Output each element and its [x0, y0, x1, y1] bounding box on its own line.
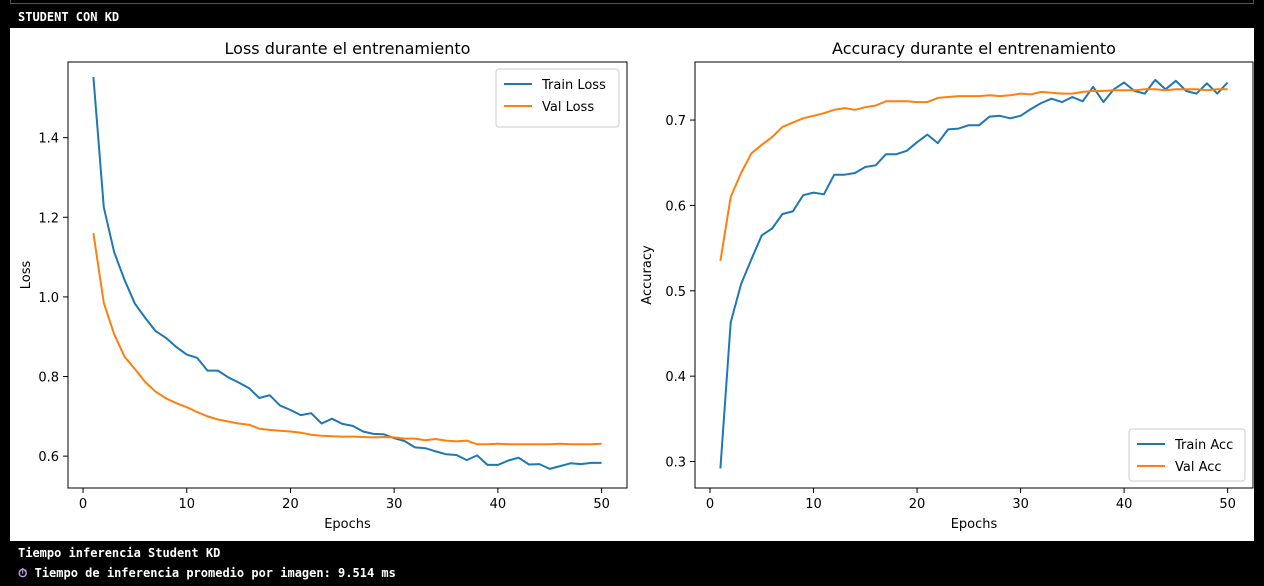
y-tick-label: 1.4: [38, 132, 59, 147]
legend-label: Train Acc: [1174, 438, 1233, 453]
x-tick-label: 10: [178, 497, 195, 512]
x-tick-label: 0: [79, 497, 87, 512]
legend-label: Val Acc: [1175, 460, 1222, 475]
y-axis-label: Loss: [19, 261, 34, 290]
chart-title: Accuracy durante el entrenamiento: [832, 39, 1116, 58]
y-tick-label: 0.6: [38, 450, 59, 465]
y-tick-label: 0.8: [38, 371, 59, 386]
x-tick-label: 20: [282, 497, 299, 512]
y-tick-label: 0.6: [665, 199, 686, 214]
timer-icon: ⏱: [18, 566, 28, 580]
chart-panel-2: Accuracy durante el entrenamiento 0 10 20 30…: [640, 39, 1254, 532]
y-axis-label: Accuracy: [640, 245, 655, 305]
output-line-1: Tiempo inferencia Student KD: [18, 546, 221, 560]
x-tick-label: 10: [805, 497, 822, 512]
y-tick-label: 0.7: [665, 114, 686, 129]
x-tick-label: 50: [593, 497, 610, 512]
x-tick-label: 40: [1116, 497, 1133, 512]
series-line-val-acc: [719, 88, 1228, 262]
cell-header-text: STUDENT CON KD: [18, 10, 120, 24]
output-line-2: ⏱ Tiempo de inferencia promedio por imag…: [18, 566, 396, 581]
chart-title: Loss durante el entrenamiento: [225, 39, 471, 58]
y-tick-label: 0.3: [665, 456, 686, 471]
legend-label: Val Loss: [542, 100, 594, 115]
x-tick-label: 20: [909, 497, 926, 512]
y-tick-label: 0.5: [665, 285, 686, 300]
x-tick-label: 50: [1219, 497, 1236, 512]
x-tick-label: 40: [490, 497, 507, 512]
x-tick-label: 30: [386, 497, 403, 512]
legend-box: [1128, 428, 1246, 482]
y-tick-label: 1.2: [38, 211, 59, 226]
output-line-2-text: Tiempo de inferencia promedio por imagen…: [34, 566, 396, 580]
plot-frame: [694, 61, 1254, 489]
figure-canvas: Loss durante el entrenamiento 0 10 20 30 40 50…: [10, 28, 1254, 541]
series-line-train-loss: [92, 77, 602, 470]
legend-label: Train Loss: [541, 78, 606, 93]
y-tick-label: 1.0: [38, 291, 59, 306]
series-line-val-loss: [92, 233, 602, 446]
previous-cell-border: [10, 0, 1254, 4]
x-axis-label: Epochs: [324, 517, 371, 532]
x-tick-label: 0: [706, 497, 714, 512]
x-tick-label: 30: [1012, 497, 1029, 512]
x-axis-label: Epochs: [951, 517, 998, 532]
charts-svg: Loss durante el entrenamiento 0 10 20 30 40 50…: [19, 39, 1254, 532]
y-tick-label: 0.4: [665, 370, 686, 385]
chart-panel-1: Loss durante el entrenamiento 0 10 20 30 40 50…: [19, 39, 628, 532]
plot-frame: [67, 61, 628, 489]
series-line-train-acc: [719, 78, 1229, 469]
